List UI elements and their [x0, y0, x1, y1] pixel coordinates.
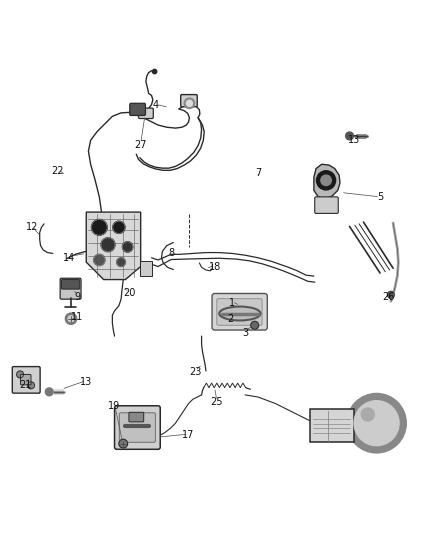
Polygon shape	[86, 212, 141, 279]
Text: 7: 7	[255, 168, 261, 178]
Ellipse shape	[219, 306, 261, 320]
Polygon shape	[314, 164, 340, 199]
Circle shape	[354, 400, 399, 446]
Circle shape	[17, 371, 24, 378]
Text: 4: 4	[153, 100, 159, 110]
Text: 18: 18	[208, 262, 221, 271]
Circle shape	[92, 220, 107, 235]
FancyBboxPatch shape	[212, 294, 267, 330]
Text: 21: 21	[19, 380, 32, 390]
Text: 9: 9	[74, 292, 81, 302]
FancyBboxPatch shape	[129, 413, 144, 422]
Circle shape	[122, 241, 133, 252]
Text: 13: 13	[348, 135, 360, 146]
FancyBboxPatch shape	[130, 103, 145, 116]
Text: 22: 22	[52, 166, 64, 176]
Text: 20: 20	[124, 288, 136, 297]
FancyBboxPatch shape	[119, 413, 155, 442]
Circle shape	[184, 98, 194, 109]
Text: 25: 25	[211, 397, 223, 407]
Circle shape	[113, 221, 125, 233]
Text: 26: 26	[382, 292, 395, 302]
Circle shape	[119, 439, 127, 448]
Text: 17: 17	[182, 430, 195, 440]
Circle shape	[65, 313, 77, 325]
FancyBboxPatch shape	[217, 298, 262, 325]
Text: 1: 1	[229, 298, 235, 309]
Circle shape	[101, 238, 115, 252]
Circle shape	[317, 171, 336, 190]
FancyBboxPatch shape	[315, 197, 338, 213]
Circle shape	[321, 175, 331, 185]
Text: 27: 27	[134, 140, 147, 150]
Text: 19: 19	[109, 401, 121, 411]
FancyBboxPatch shape	[181, 94, 197, 107]
Circle shape	[186, 100, 192, 107]
FancyBboxPatch shape	[21, 375, 31, 385]
Text: 2: 2	[227, 314, 233, 324]
FancyBboxPatch shape	[115, 406, 160, 449]
Circle shape	[94, 254, 105, 265]
Text: 8: 8	[168, 248, 174, 259]
Circle shape	[346, 132, 353, 140]
FancyBboxPatch shape	[61, 279, 80, 289]
Text: 11: 11	[71, 312, 84, 321]
Text: 3: 3	[242, 328, 248, 337]
Circle shape	[251, 321, 258, 329]
Text: 23: 23	[189, 367, 201, 377]
Circle shape	[361, 408, 374, 421]
FancyBboxPatch shape	[140, 261, 152, 276]
Circle shape	[68, 316, 74, 322]
FancyBboxPatch shape	[138, 108, 153, 118]
Text: 13: 13	[80, 377, 92, 387]
Text: 12: 12	[26, 222, 38, 232]
FancyBboxPatch shape	[12, 367, 40, 393]
Text: 5: 5	[377, 192, 383, 202]
Circle shape	[388, 292, 394, 298]
FancyBboxPatch shape	[60, 278, 81, 299]
Circle shape	[347, 393, 406, 453]
Circle shape	[117, 258, 125, 266]
Circle shape	[28, 382, 35, 389]
Circle shape	[152, 69, 157, 74]
Text: 14: 14	[63, 253, 75, 263]
FancyBboxPatch shape	[310, 409, 354, 442]
Circle shape	[46, 388, 53, 396]
